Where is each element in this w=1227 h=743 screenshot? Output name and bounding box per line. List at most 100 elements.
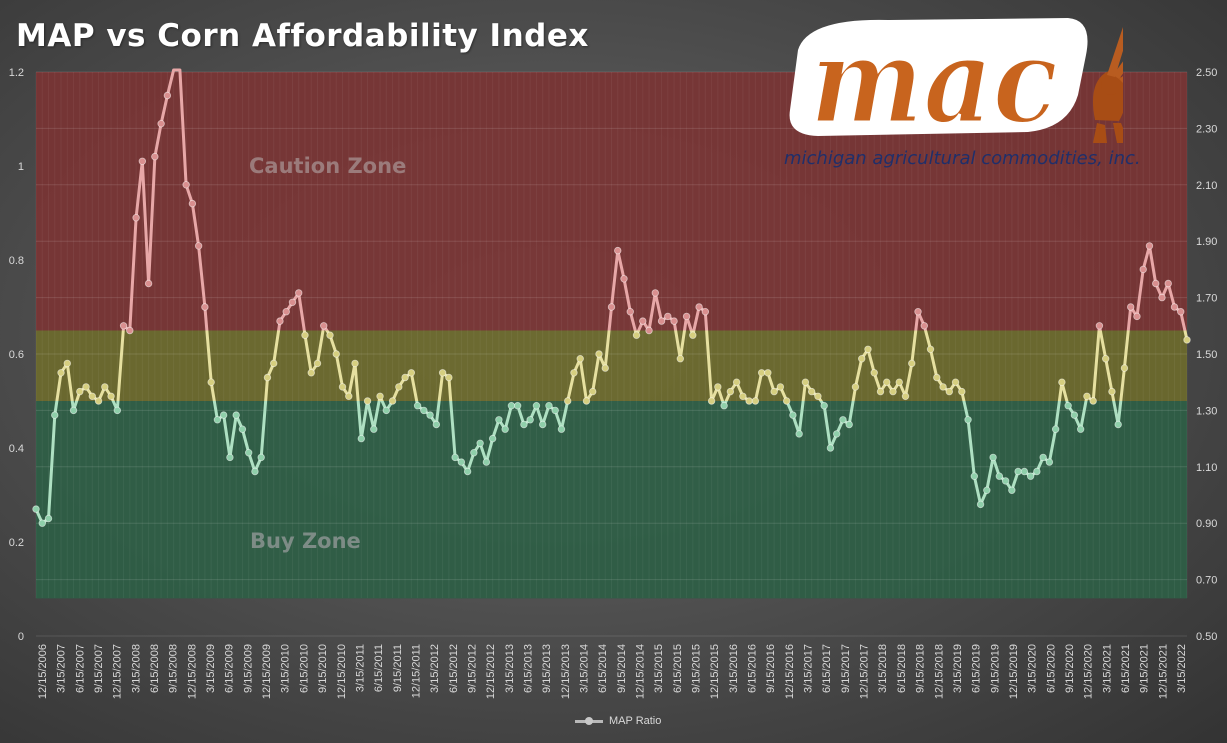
- data-point: [126, 326, 134, 335]
- data-point: [82, 383, 90, 391]
- data-point: [207, 378, 215, 386]
- data-point: [1045, 458, 1054, 466]
- data-point: [620, 275, 628, 283]
- data-point: [939, 383, 947, 391]
- y-right-tick-label: 0.70: [1196, 575, 1217, 587]
- mac-logo: mac: [789, 10, 1123, 152]
- data-point: [851, 383, 860, 391]
- data-point: [989, 453, 997, 462]
- data-point: [488, 434, 497, 443]
- data-point: [664, 312, 672, 321]
- x-tick-label: 6/15/2015: [672, 644, 684, 693]
- data-point: [589, 387, 597, 396]
- x-tick-label: 12/15/2015: [709, 644, 721, 699]
- data-point: [101, 383, 109, 391]
- data-point: [119, 322, 128, 330]
- data-point: [770, 387, 778, 396]
- data-point: [32, 505, 40, 513]
- data-point: [144, 279, 153, 288]
- data-point: [951, 378, 960, 386]
- x-tick-label: 9/15/2017: [840, 644, 852, 693]
- x-tick-label: 12/15/2007: [112, 644, 124, 699]
- data-point: [351, 359, 359, 368]
- x-tick-label: 6/15/2016: [747, 644, 759, 693]
- data-point: [395, 383, 403, 391]
- y-right-tick-label: 2.30: [1196, 123, 1217, 135]
- data-point: [182, 181, 190, 189]
- data-point: [645, 326, 653, 335]
- data-point: [1026, 472, 1035, 480]
- data-point: [388, 397, 397, 405]
- data-point: [357, 434, 365, 443]
- data-point: [57, 369, 65, 377]
- data-point: [933, 373, 941, 382]
- data-point: [1183, 336, 1191, 344]
- y-left-tick-label: 0: [18, 631, 24, 643]
- data-point: [983, 486, 991, 494]
- x-tick-label: 12/15/2013: [560, 644, 572, 699]
- data-point: [876, 387, 885, 396]
- data-point: [251, 467, 259, 476]
- x-tick-label: 3/15/2015: [653, 644, 665, 693]
- x-tick-label: 3/15/2014: [578, 644, 590, 693]
- data-point: [1114, 420, 1122, 429]
- x-tick-label: 12/15/2020: [1083, 644, 1095, 699]
- x-tick-label: 3/15/2012: [429, 644, 441, 693]
- data-point: [1152, 279, 1160, 288]
- data-point: [1101, 355, 1110, 363]
- x-tick-label: 3/15/2016: [728, 644, 740, 693]
- data-point: [238, 425, 247, 433]
- x-tick-label: 6/15/2010: [298, 644, 310, 693]
- x-tick-label: 12/15/2014: [635, 644, 647, 699]
- y-right-tick-label: 0.90: [1196, 518, 1217, 530]
- x-tick-label: 9/15/2013: [541, 644, 553, 693]
- data-point: [839, 416, 847, 424]
- data-point: [213, 416, 222, 424]
- data-point: [845, 420, 853, 429]
- data-point: [657, 317, 666, 325]
- y-left-tick-label: 0.8: [9, 255, 24, 267]
- data-point: [720, 402, 728, 410]
- data-point: [826, 444, 835, 452]
- x-tick-label: 3/15/2013: [504, 644, 516, 693]
- data-point: [44, 514, 53, 523]
- legend-label: MAP Ratio: [609, 715, 662, 727]
- data-point: [1177, 308, 1185, 316]
- x-tick-label: 6/15/2013: [522, 644, 534, 693]
- data-point: [382, 406, 391, 415]
- x-tick-label: 6/15/2019: [971, 644, 983, 693]
- data-point: [163, 91, 172, 100]
- data-point: [338, 383, 347, 391]
- x-tick-label: 12/15/2006: [37, 644, 49, 699]
- data-point: [745, 397, 753, 405]
- data-point: [639, 317, 647, 325]
- y-left-tick-label: 1.2: [9, 67, 24, 79]
- x-tick-label: 6/15/2014: [597, 644, 609, 693]
- data-point: [282, 308, 290, 316]
- y-right-tick-label: 1.50: [1196, 349, 1217, 361]
- data-point: [707, 397, 716, 405]
- x-tick-label: 9/15/2012: [466, 644, 478, 693]
- x-tick-label: 12/15/2012: [485, 644, 497, 699]
- x-tick-label: 3/15/2019: [952, 644, 964, 693]
- data-point: [958, 387, 966, 396]
- data-point: [520, 420, 528, 429]
- data-point: [701, 308, 710, 316]
- x-tick-label: 6/15/2017: [821, 644, 833, 693]
- data-point: [69, 406, 78, 415]
- data-point: [413, 402, 422, 410]
- y-axis-right: 0.50 0.70 0.90 1.10 1.30 1.50 1.70 1.90 2.10 2.30…: [1196, 67, 1217, 643]
- data-point: [407, 369, 416, 377]
- data-point: [764, 369, 772, 377]
- data-point: [682, 312, 691, 321]
- data-point: [501, 425, 509, 433]
- y-right-tick-label: 1.10: [1196, 462, 1217, 474]
- x-tick-label: 12/15/2017: [859, 644, 871, 699]
- x-tick-label: 9/15/2021: [1139, 644, 1151, 693]
- data-point: [76, 387, 84, 396]
- x-tick-label: 6/15/2021: [1120, 644, 1132, 693]
- zone-band-1: [36, 330, 1187, 401]
- y-left-tick-label: 0.2: [9, 537, 24, 549]
- data-point: [51, 411, 59, 419]
- legend: MAP Ratio: [575, 715, 661, 727]
